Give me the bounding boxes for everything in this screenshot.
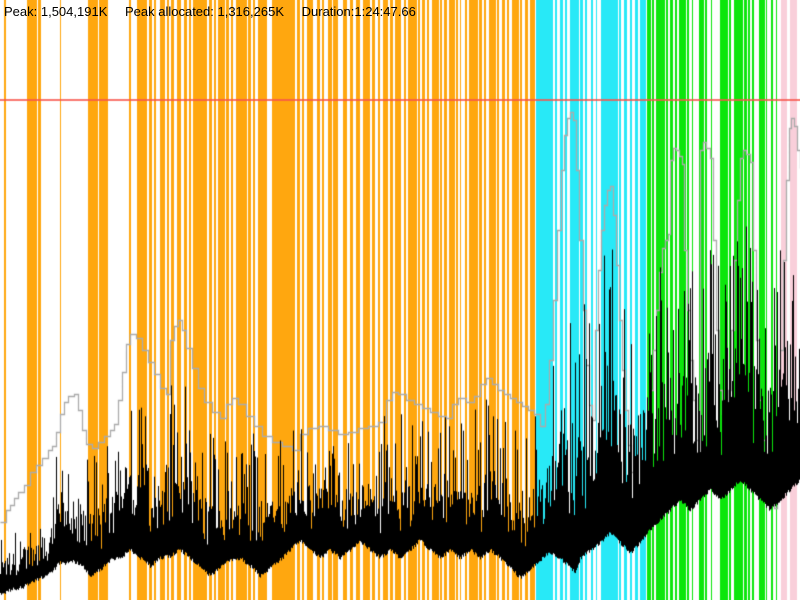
- memory-graph-canvas: [0, 0, 800, 600]
- memory-profiler-view: Peak: 1,504,191K Peak allocated: 1,316,2…: [0, 0, 800, 600]
